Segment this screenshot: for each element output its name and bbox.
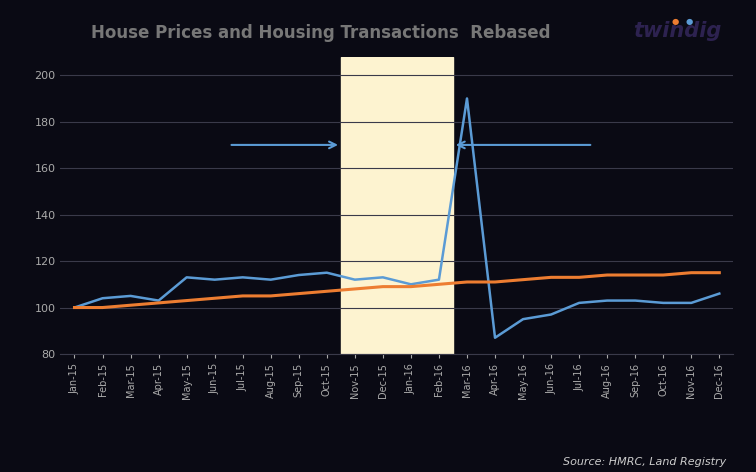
Housing transactions (350, 277, 359, 282)
Text: twindig: twindig (634, 21, 722, 41)
Housing transactions (126, 293, 135, 299)
House Prices (98, 305, 107, 311)
Housing transactions (686, 300, 696, 306)
House Prices (658, 272, 668, 278)
Housing transactions (658, 300, 668, 306)
House Prices (407, 284, 416, 289)
Text: ●: ● (671, 17, 679, 25)
Housing transactions (435, 277, 444, 282)
Housing transactions (603, 298, 612, 303)
House Prices (182, 298, 191, 303)
Housing transactions (294, 272, 303, 278)
House Prices (714, 270, 723, 276)
House Prices (210, 295, 219, 301)
Housing transactions (210, 277, 219, 282)
Housing transactions (98, 295, 107, 301)
Housing transactions (575, 300, 584, 306)
Text: Source: HMRC, Land Registry: Source: HMRC, Land Registry (562, 457, 726, 467)
Housing transactions (519, 316, 528, 322)
Line: Housing transactions: Housing transactions (75, 99, 719, 338)
Housing transactions (322, 270, 331, 276)
House Prices (238, 293, 247, 299)
Text: House Prices and Housing Transactions  Rebased: House Prices and Housing Transactions Re… (91, 24, 550, 42)
House Prices (603, 272, 612, 278)
House Prices (266, 293, 275, 299)
House Prices (126, 303, 135, 308)
Housing transactions (182, 275, 191, 280)
Text: ●: ● (686, 17, 693, 25)
Housing transactions (266, 277, 275, 282)
House Prices (519, 277, 528, 282)
Housing transactions (714, 291, 723, 296)
House Prices (491, 279, 500, 285)
Line: House Prices: House Prices (75, 273, 719, 308)
House Prices (686, 270, 696, 276)
Housing transactions (631, 298, 640, 303)
House Prices (350, 286, 359, 292)
House Prices (631, 272, 640, 278)
Bar (341, 57, 453, 354)
Housing transactions (463, 96, 472, 101)
House Prices (575, 275, 584, 280)
Housing transactions (378, 275, 387, 280)
House Prices (435, 281, 444, 287)
Housing transactions (547, 312, 556, 317)
House Prices (70, 305, 79, 311)
Housing transactions (407, 281, 416, 287)
House Prices (294, 291, 303, 296)
Housing transactions (154, 298, 163, 303)
House Prices (547, 275, 556, 280)
Housing transactions (70, 305, 79, 311)
House Prices (378, 284, 387, 289)
House Prices (154, 300, 163, 306)
Housing transactions (491, 335, 500, 341)
Housing transactions (238, 275, 247, 280)
House Prices (463, 279, 472, 285)
House Prices (322, 288, 331, 294)
